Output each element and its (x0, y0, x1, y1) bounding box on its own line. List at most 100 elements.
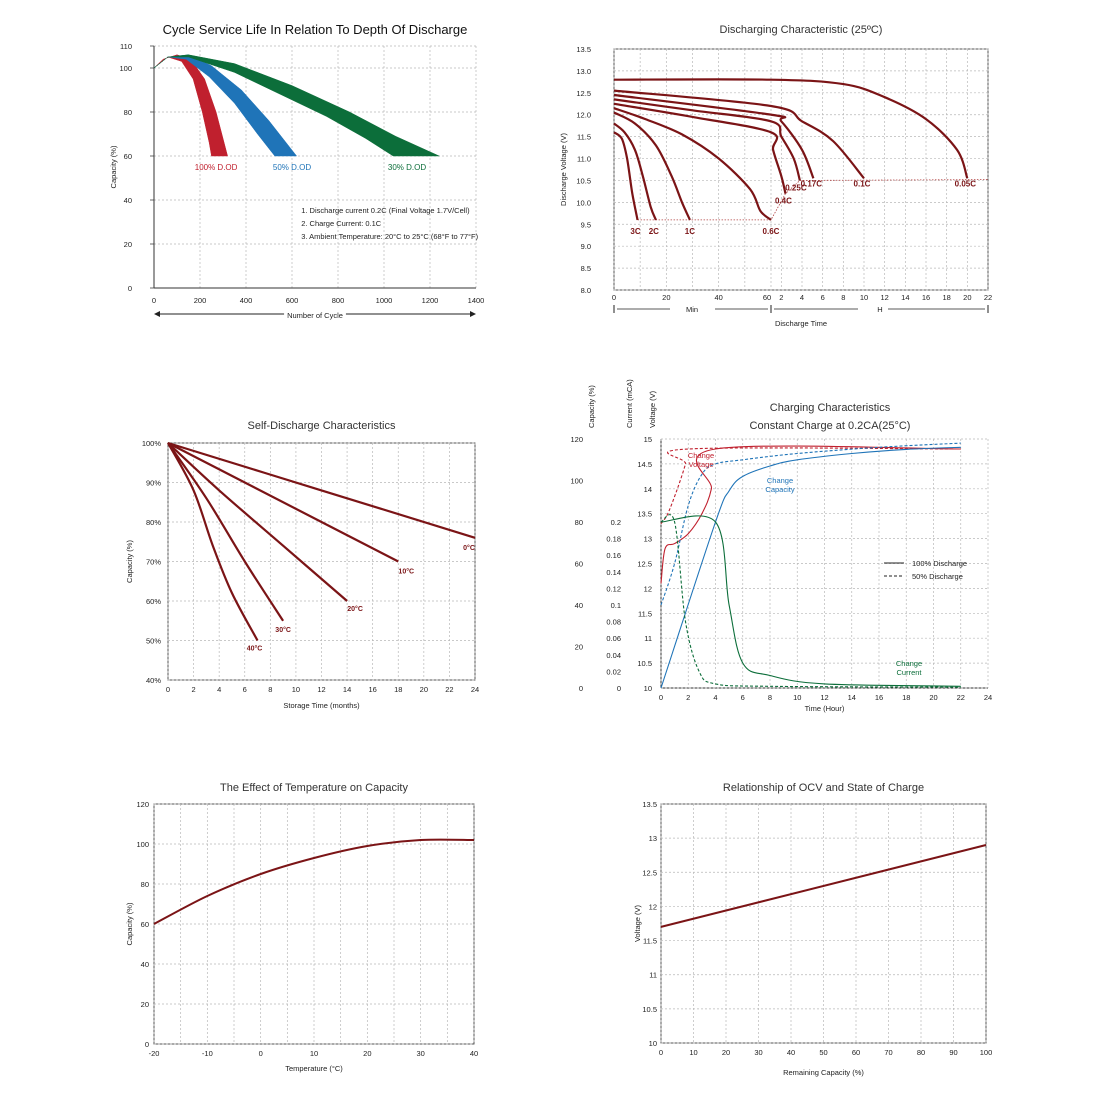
x-tick-label: 10 (793, 693, 801, 702)
current-tick: 0.18 (606, 535, 621, 544)
y-tick-label: 8.5 (581, 264, 591, 273)
chart-note: 2. Charge Current: 0.1C (301, 219, 382, 228)
series-label: 0.25C (785, 183, 807, 192)
x-tick-label: 8 (841, 293, 845, 302)
label-backdrop (284, 310, 346, 321)
x-tick-label: 2 (191, 685, 195, 694)
current-tick: 0.04 (606, 651, 621, 660)
x-tick-label: 600 (286, 296, 299, 305)
plot-frame (660, 803, 987, 1044)
charging-curve (660, 447, 961, 525)
discharge-curve (613, 78, 969, 179)
capacity-tick: 100 (570, 477, 583, 486)
charging-curve (660, 515, 961, 687)
discharge-chart: 8.0 8.5 9.0 9.5 10.0 10.5 11.0 11.5 12.0 12.5 13.0… (559, 24, 992, 328)
x-tick-label: 400 (240, 296, 253, 305)
current-tick: 0.14 (606, 568, 621, 577)
voltage-tick: 11 (644, 634, 652, 643)
y-tick-label: 60 (124, 152, 132, 161)
x-axis-label: Storage Time (months) (283, 701, 360, 710)
y-tick-label: 120 (136, 800, 149, 809)
y-tick-label: 10.0 (576, 198, 591, 207)
y-axis-label: Discharge Voltage (V) (559, 133, 568, 206)
x-tick-label: 60 (763, 293, 771, 302)
y-tick-label: 80% (146, 518, 161, 527)
voltage-tick: 12.5 (637, 560, 652, 569)
x-axis-label: Time (Hour) (805, 704, 845, 713)
x-tick-label: 20 (722, 1048, 730, 1057)
current-tick: 0.06 (606, 634, 621, 643)
x-tick-label: 6 (243, 685, 247, 694)
x-tick-label: 4 (800, 293, 804, 302)
chart-title: Relationship of OCV and State of Charge (723, 782, 924, 794)
x-tick-label: 90 (949, 1048, 957, 1057)
self-discharge-chart: 0 2 4 6 8 10 12 14 16 18 20 22 2440%50%60%70%80%90%1… (125, 420, 479, 710)
x-tick-label: 6 (741, 693, 745, 702)
x-tick-label: 40 (714, 293, 722, 302)
discharge-curve (613, 102, 787, 194)
x-hour-label: H (877, 305, 882, 314)
y-tick-label: 13.0 (576, 67, 591, 76)
capacity-tick: 60 (575, 560, 583, 569)
y-tick-label: 20 (141, 1000, 149, 1009)
y-tick-label: 40 (141, 960, 149, 969)
y-tick-label: 80 (124, 108, 132, 117)
y-tick-label: 50% (146, 637, 161, 646)
capacity-tick: 40 (575, 601, 583, 610)
x-tick-label: 1200 (422, 296, 439, 305)
x-tick-label: 8 (268, 685, 272, 694)
dod-band-1 (153, 54, 298, 157)
series-label: 10°C (398, 568, 414, 576)
y-tick-label: 10.5 (576, 176, 591, 185)
x-tick-label: 2 (779, 293, 783, 302)
series-label: 0.1C (854, 179, 871, 188)
y-tick-label: 10 (649, 1039, 657, 1048)
x-axis-label: Temperature (°C) (285, 1064, 343, 1073)
x-tick-label: 22 (984, 293, 992, 302)
chart-title: Cycle Service Life In Relation To Depth … (163, 22, 468, 37)
series-label: 0.4C (775, 197, 792, 206)
x-tick-label: 1000 (376, 296, 393, 305)
capacity-tick: 80 (575, 518, 583, 527)
plot-frame (613, 48, 989, 291)
x-tick-label: 0 (612, 293, 616, 302)
y-tick-label: 0 (128, 284, 132, 293)
x-tick-label: 2 (686, 693, 690, 702)
series-label: 30% D.OD (388, 163, 426, 172)
current-tick: 0.16 (606, 551, 621, 560)
x-tick-label: 10 (310, 1049, 318, 1058)
self-discharge-curve (167, 442, 399, 563)
y-axis-label: Voltage (V) (633, 904, 642, 942)
series-label: 40°C (247, 645, 263, 653)
self-discharge-curve (167, 442, 348, 602)
x-tick-label: 22 (957, 693, 965, 702)
cycle-life-chart: 0 200 400 600 800 1000 1200 1400 0 20 40 60 80 100 110… (109, 22, 484, 321)
current-tick: 0 (617, 684, 621, 693)
x-tick-label: 30 (754, 1048, 762, 1057)
capacity-tick: 0 (579, 684, 583, 693)
charging-chart: 0 2 4 6 8 10 12 14 16 18 20 22 241010.51111.51212.51… (570, 379, 992, 713)
x-tick-label: 30 (416, 1049, 424, 1058)
x-tick-label: 40 (470, 1049, 478, 1058)
x-tick-label: 100 (980, 1048, 993, 1057)
y-tick-label: 13.5 (576, 45, 591, 54)
series-label: 0.17C (801, 179, 823, 188)
x-tick-label: 14 (848, 693, 856, 702)
y-tick-label: 60% (146, 597, 161, 606)
voltage-tick: 10.5 (637, 659, 652, 668)
voltage-tick: 14 (644, 485, 652, 494)
x-tick-label: 0 (166, 685, 170, 694)
voltage-tick: 12 (644, 584, 652, 593)
x-tick-label: 20 (420, 685, 428, 694)
y-tick-label: 10.5 (642, 1005, 657, 1014)
x-tick-label: 10 (292, 685, 300, 694)
y-tick-label: 60 (141, 920, 149, 929)
y-tick-label: 11.5 (643, 937, 657, 946)
x-tick-label: 0 (659, 1048, 663, 1057)
temperature-chart: -20 -10 0 10 20 30 40 0 20 40 60 80 100 120 The Effect… (125, 782, 478, 1073)
x-tick-label: 8 (768, 693, 772, 702)
x-tick-label: 20 (363, 1049, 371, 1058)
discharge-curve (613, 89, 865, 180)
capacity-curve (153, 838, 475, 925)
